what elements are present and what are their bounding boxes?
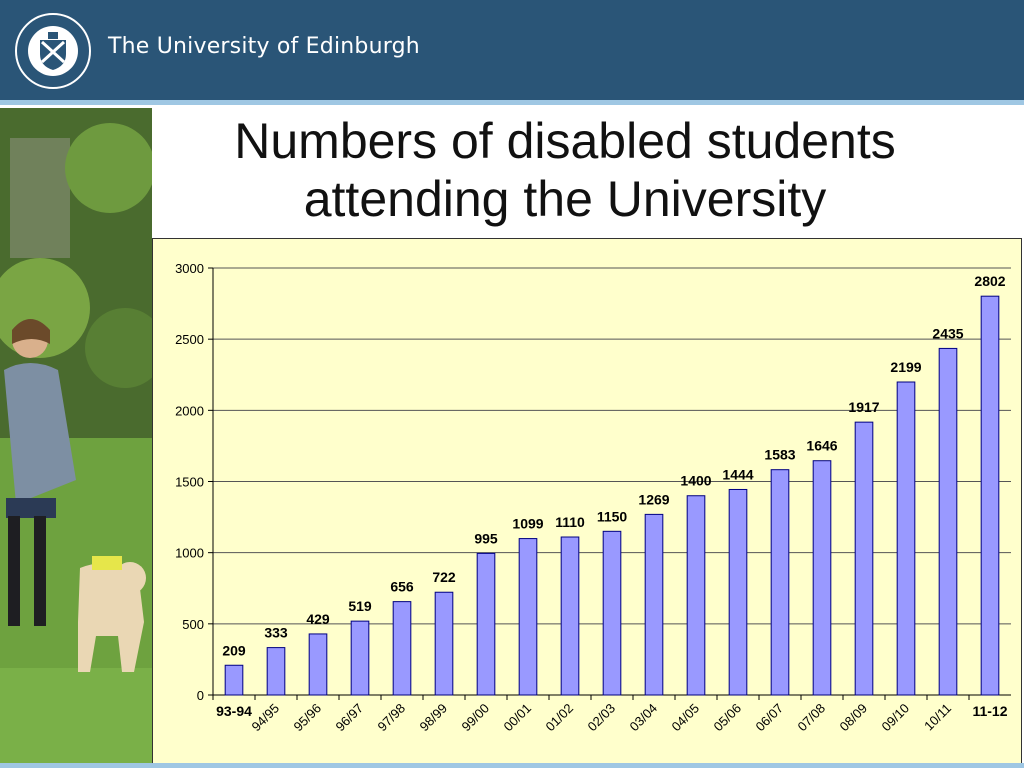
- x-tick-label: 04/05: [669, 701, 703, 735]
- y-tick-label: 2000: [175, 403, 204, 418]
- footer-accent-stripe: [0, 763, 1024, 768]
- x-tick-label: 93-94: [216, 703, 252, 719]
- bar: [518, 538, 538, 696]
- y-tick-label: 500: [182, 617, 204, 632]
- data-label: 2802: [974, 273, 1005, 289]
- bar-chart: 0 500 1000 1500 2000 2500 3000 209 93-94 333 94/95…: [175, 261, 1011, 735]
- bar: [560, 536, 580, 696]
- x-tick-label: 95/96: [291, 701, 325, 735]
- slide-title: Numbers of disabled students attending t…: [160, 112, 970, 228]
- x-tick-label: 09/10: [879, 701, 913, 735]
- university-crest-icon: [15, 13, 91, 89]
- slide-title-line-2: attending the University: [303, 171, 827, 227]
- x-tick-label: 02/03: [585, 701, 619, 735]
- x-tick-label: 98/99: [417, 701, 451, 735]
- bar: [728, 488, 748, 696]
- data-label: 1917: [848, 399, 879, 415]
- bar: [896, 381, 916, 696]
- header-accent-stripe: [0, 100, 1024, 105]
- bar: [938, 347, 958, 696]
- bar: [854, 421, 874, 696]
- x-tick-label: 10/11: [921, 701, 954, 734]
- data-label: 429: [306, 611, 330, 627]
- bar: [812, 460, 832, 696]
- guide-dog-photo: [0, 108, 152, 763]
- y-tick-label: 1000: [175, 546, 204, 561]
- bar: [434, 591, 454, 696]
- bar: [350, 620, 370, 696]
- data-label: 2199: [890, 359, 921, 375]
- x-tick-label: 94/95: [249, 701, 283, 735]
- bar: [980, 295, 1000, 696]
- bar: [308, 633, 328, 696]
- data-label: 1110: [555, 514, 585, 530]
- x-tick-label: 00/01: [501, 701, 535, 735]
- bar: [392, 601, 412, 696]
- y-tick-label: 1500: [175, 475, 204, 490]
- data-label: 1099: [512, 516, 543, 532]
- y-tick-label: 3000: [175, 261, 204, 276]
- x-tick-label: 08/09: [837, 701, 871, 735]
- university-name: The University of Edinburgh: [108, 34, 420, 59]
- bar: [770, 469, 790, 696]
- header-bar: The University of Edinburgh: [0, 0, 1024, 100]
- data-label: 519: [348, 598, 372, 614]
- bar: [644, 513, 664, 696]
- bar: [266, 647, 286, 696]
- data-label: 209: [222, 642, 246, 658]
- y-tick-label: 2500: [175, 332, 204, 347]
- x-tick-label: 06/07: [753, 701, 787, 735]
- data-label: 1444: [722, 466, 753, 482]
- data-label: 1400: [680, 473, 711, 489]
- x-tick-label: 05/06: [711, 701, 745, 735]
- bar: [602, 530, 622, 696]
- data-label: 722: [432, 569, 456, 585]
- y-tick-label: 0: [197, 688, 204, 703]
- data-label: 2435: [932, 325, 963, 341]
- x-tick-label: 99/00: [459, 701, 493, 735]
- data-label: 995: [474, 530, 498, 546]
- bar: [224, 664, 244, 696]
- data-label: 656: [390, 579, 414, 595]
- data-label: 1269: [638, 491, 669, 507]
- bar: [686, 495, 706, 696]
- x-tick-label: 01/02: [543, 701, 577, 735]
- x-tick-label: 97/98: [375, 701, 409, 735]
- bar: [476, 552, 496, 696]
- x-tick-label: 11-12: [972, 703, 1007, 719]
- chart-panel: 0 500 1000 1500 2000 2500 3000 209 93-94 333 94/95…: [152, 238, 1022, 764]
- data-label: 1646: [806, 438, 837, 454]
- x-tick-label: 07/08: [795, 701, 829, 735]
- data-label: 333: [264, 625, 288, 641]
- x-tick-label: 03/04: [627, 701, 661, 735]
- data-label: 1150: [597, 508, 628, 524]
- data-label: 1583: [764, 447, 795, 463]
- x-tick-label: 96/97: [333, 701, 367, 735]
- slide-title-line-1: Numbers of disabled students: [234, 113, 896, 169]
